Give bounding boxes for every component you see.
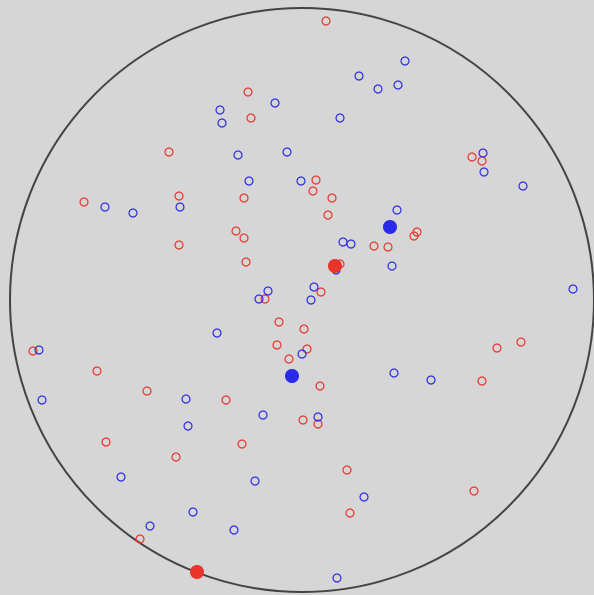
blue-unit (296, 176, 306, 186)
blue-unit (359, 492, 369, 502)
red-unit (298, 415, 308, 425)
blue-unit (128, 208, 138, 218)
red-unit (237, 439, 247, 449)
red-unit (308, 186, 318, 196)
blue-unit (297, 349, 307, 359)
blue-unit (258, 410, 268, 420)
blue-unit (306, 295, 316, 305)
blue-unit (313, 412, 323, 422)
blue-unit (354, 71, 364, 81)
blue-unit (233, 150, 243, 160)
red-unit (412, 227, 422, 237)
blue-leader-unit (383, 220, 397, 234)
red-unit (260, 294, 270, 304)
blue-unit (175, 202, 185, 212)
blue-unit (263, 286, 273, 296)
blue-unit (400, 56, 410, 66)
units-layer (28, 16, 578, 583)
red-unit (323, 210, 333, 220)
leaders-layer (190, 220, 397, 579)
red-unit (321, 16, 331, 26)
red-unit (284, 354, 294, 364)
blue-unit (183, 421, 193, 431)
blue-unit (335, 113, 345, 123)
red-unit (516, 337, 526, 347)
blue-unit (217, 118, 227, 128)
blue-unit (478, 148, 488, 158)
red-unit (302, 344, 312, 354)
red-unit (316, 287, 326, 297)
blue-unit (426, 375, 436, 385)
blue-unit (373, 84, 383, 94)
red-unit (142, 386, 152, 396)
blue-unit (244, 176, 254, 186)
red-unit (79, 197, 89, 207)
red-leader-unit (190, 565, 204, 579)
blue-unit (37, 395, 47, 405)
blue-unit (188, 507, 198, 517)
red-unit (272, 340, 282, 350)
red-unit (101, 437, 111, 447)
red-unit (239, 193, 249, 203)
red-unit (241, 257, 251, 267)
red-unit (246, 113, 256, 123)
red-unit (469, 486, 479, 496)
blue-unit (270, 98, 280, 108)
blue-unit (393, 80, 403, 90)
red-unit (492, 343, 502, 353)
red-unit (231, 226, 241, 236)
blue-unit (387, 261, 397, 271)
blue-unit (282, 147, 292, 157)
blue-unit (309, 282, 319, 292)
red-unit (467, 152, 477, 162)
red-unit (369, 241, 379, 251)
red-unit (299, 324, 309, 334)
red-unit (274, 317, 284, 327)
red-unit (174, 191, 184, 201)
red-unit (221, 395, 231, 405)
red-unit (164, 147, 174, 157)
blue-unit (34, 345, 44, 355)
arena-boundary (9, 7, 594, 593)
red-unit (477, 376, 487, 386)
blue-unit (212, 328, 222, 338)
blue-leader-unit (285, 369, 299, 383)
blue-unit (100, 202, 110, 212)
red-unit (342, 465, 352, 475)
red-unit (92, 366, 102, 376)
blue-unit (479, 167, 489, 177)
blue-unit (145, 521, 155, 531)
blue-unit (250, 476, 260, 486)
red-unit (315, 381, 325, 391)
red-unit (327, 193, 337, 203)
blue-unit (229, 525, 239, 535)
blue-unit (116, 472, 126, 482)
blue-unit (254, 294, 264, 304)
red-unit (174, 240, 184, 250)
red-unit (171, 452, 181, 462)
red-unit (383, 242, 393, 252)
blue-unit (215, 105, 225, 115)
blue-unit (332, 573, 342, 583)
blue-unit (392, 205, 402, 215)
red-unit (345, 508, 355, 518)
blue-unit (389, 368, 399, 378)
red-unit (135, 534, 145, 544)
red-unit (239, 233, 249, 243)
blue-unit (181, 394, 191, 404)
red-unit (313, 419, 323, 429)
red-unit (28, 346, 38, 356)
blue-unit (568, 284, 578, 294)
red-unit (243, 87, 253, 97)
red-leader-unit (328, 259, 342, 273)
red-unit (311, 175, 321, 185)
blue-unit (518, 181, 528, 191)
blue-unit (346, 239, 356, 249)
